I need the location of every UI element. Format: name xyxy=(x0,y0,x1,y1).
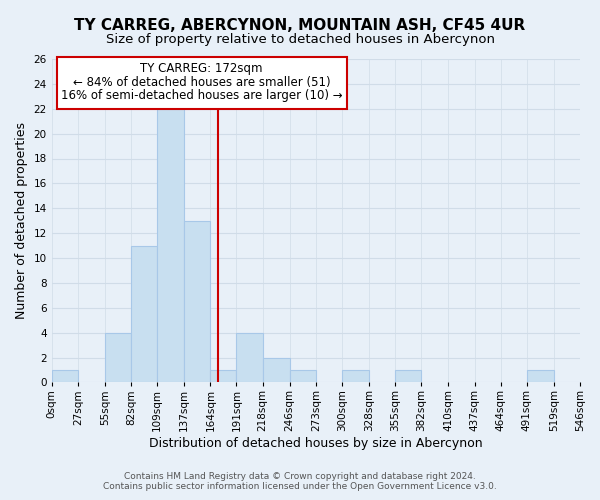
Text: Contains public sector information licensed under the Open Government Licence v3: Contains public sector information licen… xyxy=(103,482,497,491)
Text: 16% of semi-detached houses are larger (10) →: 16% of semi-detached houses are larger (… xyxy=(61,90,343,102)
Bar xyxy=(527,370,554,382)
Bar xyxy=(184,220,211,382)
Text: ← 84% of detached houses are smaller (51): ← 84% of detached houses are smaller (51… xyxy=(73,76,331,89)
Bar xyxy=(342,370,369,382)
FancyBboxPatch shape xyxy=(56,56,347,109)
Bar xyxy=(395,370,421,382)
Text: Size of property relative to detached houses in Abercynon: Size of property relative to detached ho… xyxy=(106,32,494,46)
Bar xyxy=(157,109,184,382)
Bar xyxy=(236,332,263,382)
Bar xyxy=(105,332,131,382)
Text: TY CARREG: 172sqm: TY CARREG: 172sqm xyxy=(140,62,263,75)
Bar xyxy=(131,246,157,382)
Bar xyxy=(211,370,236,382)
X-axis label: Distribution of detached houses by size in Abercynon: Distribution of detached houses by size … xyxy=(149,437,482,450)
Bar xyxy=(52,370,78,382)
Bar xyxy=(263,358,290,382)
Bar xyxy=(290,370,316,382)
Text: Contains HM Land Registry data © Crown copyright and database right 2024.: Contains HM Land Registry data © Crown c… xyxy=(124,472,476,481)
Text: TY CARREG, ABERCYNON, MOUNTAIN ASH, CF45 4UR: TY CARREG, ABERCYNON, MOUNTAIN ASH, CF45… xyxy=(74,18,526,32)
Y-axis label: Number of detached properties: Number of detached properties xyxy=(15,122,28,319)
